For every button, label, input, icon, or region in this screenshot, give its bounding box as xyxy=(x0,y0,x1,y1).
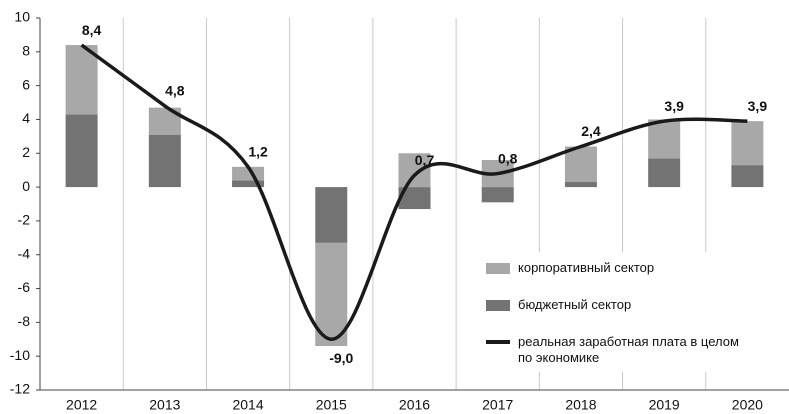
bar xyxy=(65,114,98,188)
legend: корпоративный сектор бюджетный сектор реал… xyxy=(476,252,760,372)
x-tick-label: 2018 xyxy=(565,397,596,413)
bar xyxy=(398,187,431,210)
y-tick-label: 6 xyxy=(22,76,30,92)
data-label: 3,9 xyxy=(664,98,684,114)
x-tick-label: 2020 xyxy=(732,397,763,413)
bar xyxy=(315,242,348,347)
data-label: 8,4 xyxy=(82,22,102,38)
y-tick-label: 8 xyxy=(22,43,30,59)
legend-swatch xyxy=(486,263,510,274)
y-tick-label: -8 xyxy=(18,313,31,329)
x-tick-label: 2016 xyxy=(399,397,430,413)
y-tick-label: -10 xyxy=(10,347,30,363)
bar xyxy=(648,158,681,188)
y-tick-label: 10 xyxy=(14,9,30,25)
bar xyxy=(232,180,265,188)
bar xyxy=(731,121,764,166)
legend-swatch xyxy=(486,340,510,344)
x-tick-label: 2014 xyxy=(232,397,263,413)
bar xyxy=(148,134,181,188)
legend-label: бюджетный сектор xyxy=(518,297,632,312)
data-label: 2,4 xyxy=(581,123,601,139)
x-tick-label: 2012 xyxy=(66,397,97,413)
y-tick-label: -4 xyxy=(18,245,31,261)
bar xyxy=(564,146,597,183)
y-tick-label: -12 xyxy=(10,381,30,397)
y-tick-label: 0 xyxy=(22,178,30,194)
bar xyxy=(65,45,98,115)
x-tick-label: 2013 xyxy=(149,397,180,413)
line xyxy=(80,43,748,342)
data-label: 0,8 xyxy=(498,150,518,166)
data-label: -9,0 xyxy=(329,350,353,366)
legend-item: корпоративный сектор xyxy=(486,260,748,276)
legend-label: реальная заработная плата в целом по эко… xyxy=(518,334,739,365)
bar xyxy=(398,153,431,188)
data-label: 1,2 xyxy=(248,144,268,160)
y-tick-label: 4 xyxy=(22,110,30,126)
bar xyxy=(648,119,681,159)
x-tick-label: 2019 xyxy=(649,397,680,413)
x-tick-label: 2015 xyxy=(316,397,347,413)
data-label: 0,7 xyxy=(415,152,435,168)
legend-label: корпоративный сектор xyxy=(518,260,655,275)
legend-swatch xyxy=(486,300,510,311)
data-label: 3,9 xyxy=(748,98,768,114)
bar xyxy=(481,187,514,203)
y-tick-label: -6 xyxy=(18,279,31,295)
y-tick-label: 2 xyxy=(22,144,30,160)
data-label: 4,8 xyxy=(165,83,185,99)
x-tick-label: 2017 xyxy=(482,397,513,413)
legend-item: реальная заработная плата в целом по эко… xyxy=(486,334,748,366)
bar xyxy=(315,187,348,243)
legend-item: бюджетный сектор xyxy=(486,297,748,313)
bar xyxy=(564,182,597,188)
y-tick-label: -2 xyxy=(18,212,31,228)
bar xyxy=(731,165,764,188)
